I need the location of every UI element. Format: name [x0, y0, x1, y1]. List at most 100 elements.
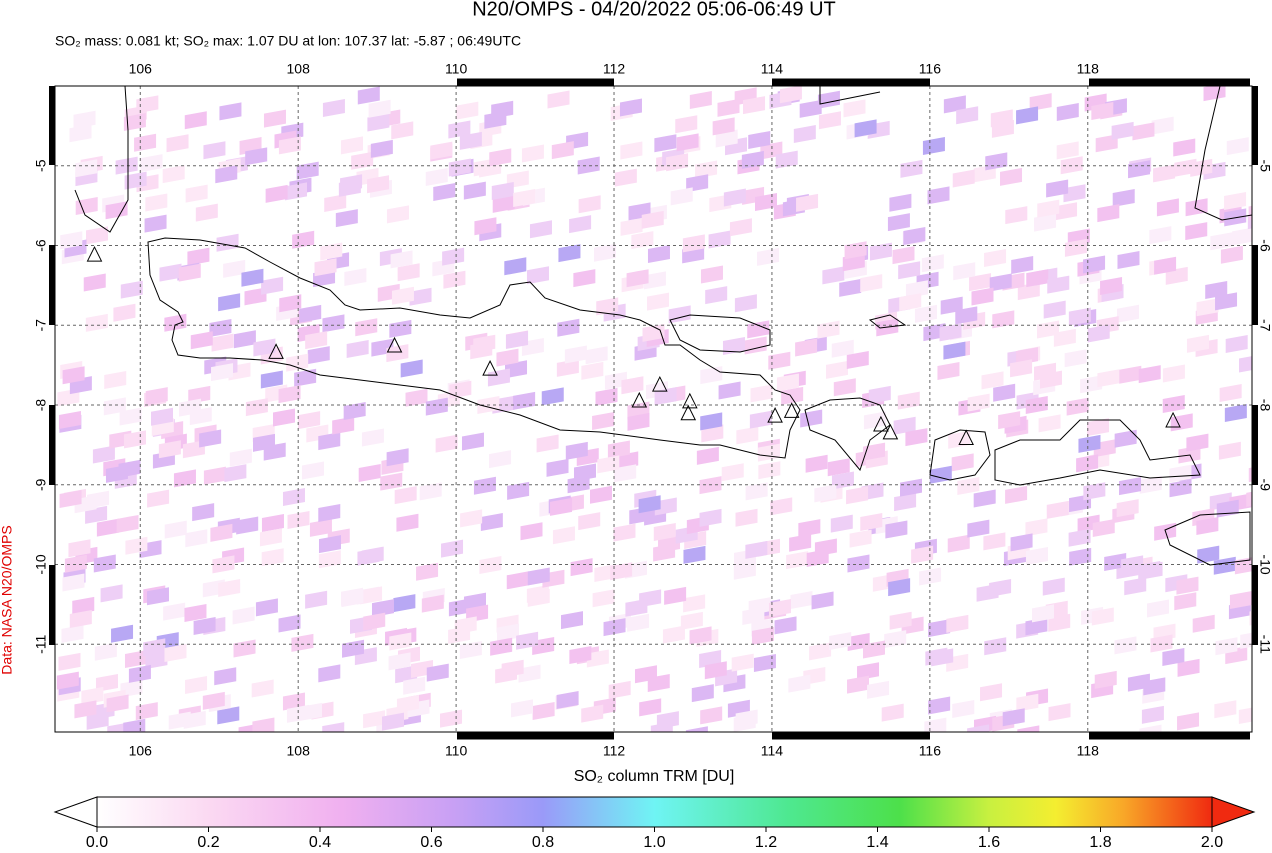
so2-pixel [506, 571, 529, 590]
so2-pixel [1010, 359, 1033, 378]
so2-pixel [846, 486, 869, 505]
colorbar-tick-label: 1.0 [643, 834, 665, 851]
so2-pixel [146, 587, 169, 606]
so2-pixel [1196, 516, 1219, 535]
so2-pixel [1151, 116, 1174, 135]
so2-pixel [809, 642, 832, 661]
so2-pixel [1162, 395, 1185, 414]
so2-pixel [885, 520, 908, 539]
coastline [994, 419, 1201, 486]
so2-pixel [506, 330, 529, 349]
so2-pixel [391, 121, 414, 140]
so2-pixel [889, 193, 912, 212]
so2-pixel [1092, 518, 1115, 537]
so2-pixel [607, 440, 630, 459]
so2-pixel [292, 230, 315, 249]
so2-pixel [168, 711, 191, 730]
so2-pixel [386, 344, 409, 363]
so2-pixel [793, 125, 816, 144]
so2-pixel [202, 691, 225, 710]
so2-pixel [473, 476, 496, 495]
so2-pixel [346, 339, 369, 358]
so2-pixel [894, 493, 917, 512]
x-tick-label: 106 [129, 743, 153, 759]
y-tick-label: -7 [1257, 319, 1272, 332]
so2-pixel [449, 380, 472, 399]
so2-pixel [332, 416, 355, 435]
volcano [482, 360, 498, 376]
so2-pixel [822, 266, 845, 285]
so2-pixel [391, 286, 414, 305]
so2-pixel [188, 385, 211, 404]
so2-pixel [887, 213, 910, 232]
so2-pixel [218, 579, 241, 598]
so2-pixel [1087, 418, 1110, 437]
so2-pixel [1229, 590, 1252, 609]
so2-pixel [324, 193, 347, 212]
so2-pixel [93, 554, 116, 573]
so2-pixel [905, 428, 928, 447]
so2-pixel [358, 463, 381, 482]
so2-pixel [981, 371, 1004, 390]
so2-pixel [899, 293, 922, 312]
so2-pixel [795, 338, 818, 357]
so2-pixel [463, 181, 486, 200]
so2-pixel [560, 611, 583, 630]
so2-pixel [113, 303, 136, 322]
y-tick-label: -5 [33, 159, 49, 172]
so2-pixel [1141, 705, 1164, 724]
so2-pixel [1170, 413, 1193, 432]
so2-pixel [967, 519, 990, 538]
so2-pixel [774, 616, 797, 635]
so2-pixel [831, 339, 854, 358]
so2-pixel [363, 612, 386, 631]
so2-pixel [251, 679, 274, 698]
so2-pixel [989, 579, 1012, 598]
so2-pixel [140, 154, 163, 173]
so2-pixel [608, 680, 631, 699]
x-tick-label: 106 [129, 61, 153, 77]
so2-pixel [416, 562, 439, 581]
colorbar-tick-label: 0.0 [86, 834, 108, 851]
so2-pixel [459, 131, 482, 150]
so2-pixel [501, 659, 524, 678]
so2-pixel [676, 133, 699, 152]
so2-pixel [1025, 395, 1048, 414]
so2-pixel [900, 159, 923, 178]
so2-pixel [1011, 255, 1034, 274]
x-tick-label: 112 [603, 61, 626, 77]
so2-pixel [252, 717, 275, 732]
so2-pixel [278, 136, 301, 155]
so2-pixel [492, 194, 515, 213]
colorbar-tick-label: 2.0 [1201, 834, 1223, 851]
so2-pixel [487, 368, 510, 387]
so2-pixel [318, 504, 341, 523]
so2-pixel [421, 594, 444, 613]
so2-pixel [983, 532, 1006, 551]
so2-pixel [285, 182, 308, 201]
so2-pixel [1000, 167, 1023, 186]
so2-pixel [927, 186, 950, 205]
so2-pixel [621, 376, 644, 395]
so2-pixel [647, 292, 670, 311]
so2-pixel [1116, 304, 1139, 323]
so2-pixel [309, 518, 332, 537]
so2-pixel [1042, 577, 1065, 596]
so2-pixel [620, 217, 643, 236]
so2-pixel [81, 686, 104, 705]
so2-pixel [419, 482, 442, 501]
so2-pixel [58, 652, 81, 671]
so2-pixel [989, 273, 1012, 292]
so2-pixel [1078, 434, 1101, 453]
so2-pixel [1016, 106, 1039, 125]
so2-pixel [789, 533, 812, 552]
so2-pixel [282, 692, 305, 711]
volcano [1165, 411, 1181, 428]
so2-pixel [59, 490, 82, 509]
so2-pixel [1214, 700, 1237, 719]
so2-pixel [985, 152, 1008, 171]
so2-pixel [158, 440, 181, 459]
so2-pixel [903, 227, 926, 246]
so2-pixel [1064, 349, 1087, 368]
y-tick-label: -11 [33, 634, 49, 653]
